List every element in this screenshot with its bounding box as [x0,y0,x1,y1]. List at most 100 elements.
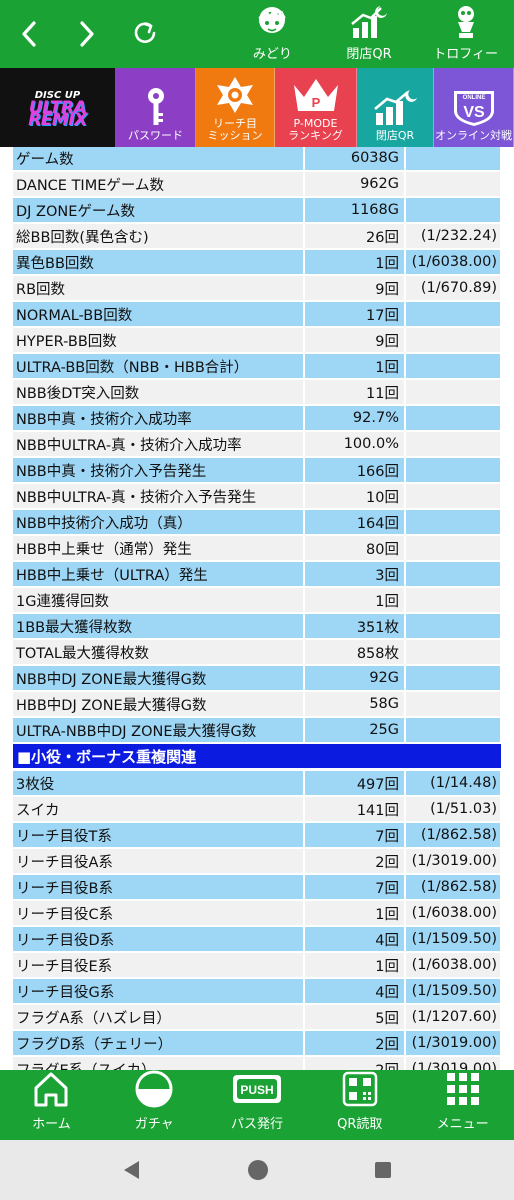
topnav-trophy[interactable]: トロフィー [417,0,514,68]
tile-online-battle[interactable]: ONLINE VS オンライン対戦 [434,68,514,147]
topnav-close-qr[interactable]: 閉店QR [321,0,418,68]
row-label: フラグD系（チェリー） [13,1031,303,1055]
row-label: リーチ目役D系 [13,927,303,951]
row-label: リーチ目役G系 [13,979,303,1003]
grid-menu-icon [446,1073,479,1105]
row-ratio: (1/1509.50) [406,979,500,1003]
bottomnav-qr-read-label: QR読取 [337,1117,383,1132]
table-row: リーチ目役D系 4回 (1/1509.50) [12,926,502,952]
row-value: 4回 [305,927,404,951]
table-row: NBB中真・技術介入成功率 92.7% [12,405,502,431]
game-logo[interactable]: DISC UP ULTRA REMIX [0,68,116,147]
row-label: RB回数 [13,276,303,300]
row-ratio [406,510,500,534]
row-ratio: (1/3019.00) [406,849,500,873]
bottomnav-gacha[interactable]: ガチャ [103,1070,206,1140]
table-row: リーチ目役B系 7回 (1/862.58) [12,874,502,900]
row-value: 11回 [305,380,404,404]
row-value: 164回 [305,510,404,534]
row-ratio [406,458,500,482]
row-value: 2回 [305,1031,404,1055]
row-ratio: (1/1509.50) [406,927,500,951]
table-row: リーチ目役C系 1回 (1/6038.00) [12,900,502,926]
bottomnav-qr-read[interactable]: QR読取 [308,1070,411,1140]
row-ratio [406,692,500,716]
chevron-right-icon [80,21,94,47]
tile-password[interactable]: パスワード [116,68,196,147]
row-ratio [406,666,500,690]
table-row: リーチ目役E系 1回 (1/6038.00) [12,952,502,978]
bottomnav-home[interactable]: ホーム [0,1070,103,1140]
data-table-scroll-area[interactable]: ゲーム数 6038G DANCE TIMEゲーム数 962G DJ ZONEゲーム数 11… [0,147,514,1070]
row-value: 4回 [305,979,404,1003]
row-ratio: (1/6038.00) [406,953,500,977]
row-value: 2回 [305,1057,404,1070]
forward-button[interactable] [58,0,116,68]
table-row: HBB中DJ ZONE最大獲得G数 58G [12,691,502,717]
topnav-midori[interactable]: みどり [224,0,321,68]
tile-close-qr[interactable]: 閉店QR [357,68,434,147]
character-icon [258,7,286,33]
table-row: DJ ZONEゲーム数 1168G [12,197,502,223]
reload-button[interactable] [116,0,174,68]
row-value: 1回 [305,953,404,977]
row-label: NBB中DJ ZONE最大獲得G数 [13,666,303,690]
back-button[interactable] [0,0,58,68]
tile-menu: DISC UP ULTRA REMIX パスワード リーチ目 ミッション P P… [0,68,514,147]
row-label: ゲーム数 [13,147,303,170]
row-ratio: (1/3019.00) [406,1031,500,1055]
row-value: 26回 [305,224,404,248]
row-ratio [406,172,500,196]
row-value: 351枚 [305,614,404,638]
table-row: 3枚役 497回 (1/14.48) [12,770,502,796]
row-value: 1168G [305,198,404,222]
logo-line1: DISC UP [34,89,81,101]
row-value: 58G [305,692,404,716]
system-recents-icon[interactable] [373,1160,393,1180]
row-value: 6038G [305,147,404,170]
system-back-icon[interactable] [121,1159,143,1181]
row-value: 1回 [305,354,404,378]
tile-pmode-ranking[interactable]: P P-MODE ランキング [275,68,357,147]
bottomnav-menu[interactable]: メニュー [411,1070,514,1140]
row-value: 1回 [305,250,404,274]
row-label: NBB中ULTRA-真・技術介入予告発生 [13,484,303,508]
row-value: 92G [305,666,404,690]
bottomnav-gacha-label: ガチャ [134,1117,174,1132]
row-ratio [406,562,500,586]
table-row: ULTRA-BB回数（NBB・HBB合計） 1回 [12,353,502,379]
tile-reach-mission[interactable]: リーチ目 ミッション [196,68,275,147]
row-ratio [406,588,500,612]
row-value: 10回 [305,484,404,508]
row-ratio: (1/232.24) [406,224,500,248]
row-value: 1回 [305,588,404,612]
vs-shield-icon: ONLINE VS [453,91,494,126]
row-value: 25G [305,718,404,742]
system-nav-bar [0,1140,514,1200]
row-label: DJ ZONEゲーム数 [13,198,303,222]
row-value: 9回 [305,276,404,300]
table-row: HBB中上乗せ（ULTRA）発生 3回 [12,561,502,587]
topnav-midori-label: みどり [252,47,292,62]
row-label: HBB中上乗せ（通常）発生 [13,536,303,560]
reload-icon [134,22,156,43]
table-row: 1BB最大獲得枚数 351枚 [12,613,502,639]
row-ratio: (1/51.03) [406,797,500,821]
row-label: NBB中技術介入成功（真） [13,510,303,534]
row-label: TOTAL最大獲得枚数 [13,640,303,664]
row-ratio: (1/862.58) [406,823,500,847]
vs-online-text: ONLINE [462,95,485,101]
row-ratio [406,328,500,352]
bottomnav-pass-issue[interactable]: PUSH パス発行 [206,1070,309,1140]
topnav-trophy-label: トロフィー [433,47,499,62]
gacha-capsule-icon [135,1070,173,1108]
table-row: 異色BB回数 1回 (1/6038.00) [12,249,502,275]
system-home-icon[interactable] [246,1158,270,1182]
row-value: 7回 [305,875,404,899]
row-label: フラグE系（スイカ） [13,1057,303,1070]
row-label: 3枚役 [13,771,303,795]
key-icon [147,88,164,125]
chevron-left-icon [22,21,36,47]
row-ratio: (1/14.48) [406,771,500,795]
tile-reach-mission-label: リーチ目 ミッション [207,117,263,142]
